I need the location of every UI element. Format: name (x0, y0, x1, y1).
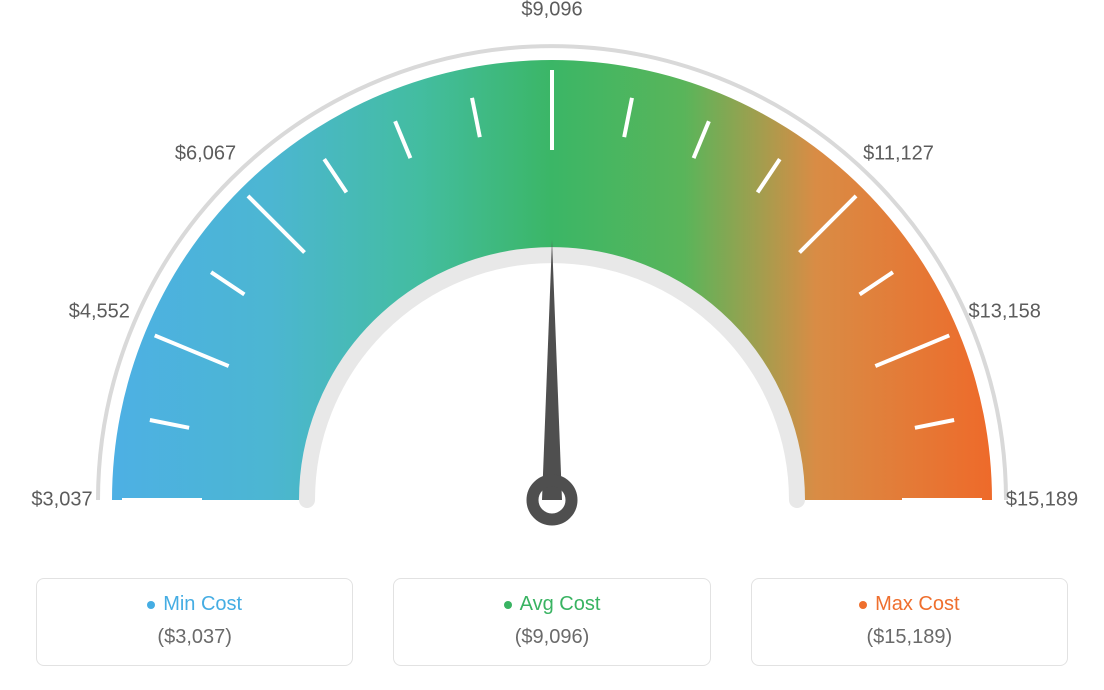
legend-row: Min Cost ($3,037) Avg Cost ($9,096) Max … (0, 578, 1104, 666)
legend-min-value: ($3,037) (47, 626, 342, 649)
gauge-tick-label: $4,552 (69, 301, 130, 324)
legend-min-title: Min Cost (147, 593, 242, 616)
legend-avg-value: ($9,096) (404, 626, 699, 649)
gauge-svg (0, 0, 1104, 560)
legend-card-avg: Avg Cost ($9,096) (393, 578, 710, 666)
gauge-tick-label: $13,158 (969, 301, 1041, 324)
gauge-tick-label: $9,096 (521, 0, 582, 22)
legend-card-min: Min Cost ($3,037) (36, 578, 353, 666)
gauge-tick-label: $3,037 (31, 489, 92, 512)
legend-max-value: ($15,189) (762, 626, 1057, 649)
legend-card-max: Max Cost ($15,189) (751, 578, 1068, 666)
gauge-tick-label: $6,067 (175, 142, 236, 165)
gauge-tick-label: $15,189 (1006, 489, 1078, 512)
legend-avg-title: Avg Cost (504, 593, 601, 616)
gauge-tick-label: $11,127 (863, 142, 934, 165)
legend-max-title: Max Cost (859, 593, 959, 616)
gauge-chart: $3,037 $4,552 $6,067 $9,096 $11,127 $13,158 $1… (0, 0, 1104, 560)
